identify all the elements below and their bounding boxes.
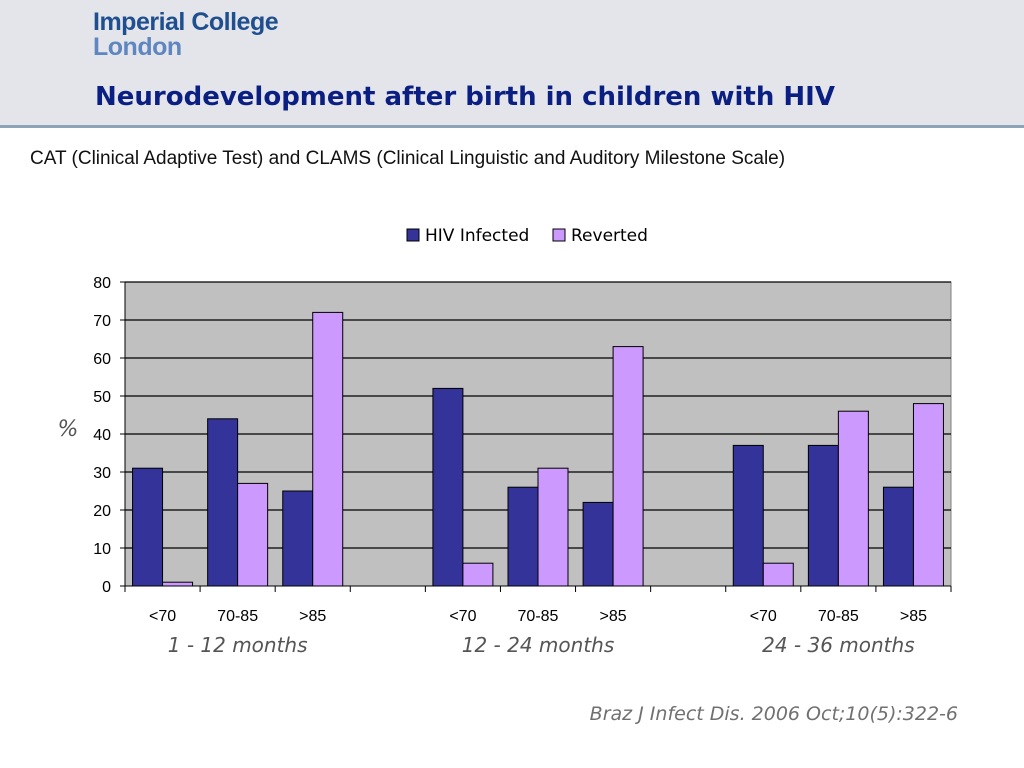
bar-reverted xyxy=(612,346,644,587)
y-tick-label: 0 xyxy=(102,579,111,596)
slide-subtitle: CAT (Clinical Adaptive Test) and CLAMS (… xyxy=(30,148,786,169)
group-label: 1 - 12 months xyxy=(168,633,308,657)
x-tick-label: 70-85 xyxy=(818,608,859,625)
y-tick-label: 60 xyxy=(93,351,111,368)
slide-header: Imperial College London Neurodevelopment… xyxy=(0,0,1024,128)
group-label: 24 - 36 months xyxy=(762,633,915,657)
y-tick-label: 50 xyxy=(93,389,111,406)
bar-hiv-infected xyxy=(282,490,314,587)
x-tick-label: 70-85 xyxy=(217,608,258,625)
x-tick-label: <70 xyxy=(750,608,777,625)
y-tick-label: 10 xyxy=(93,541,111,558)
y-tick-label: 70 xyxy=(93,313,111,330)
x-tick-label: <70 xyxy=(449,608,476,625)
bar-hiv-infected xyxy=(132,467,164,587)
y-tick-label: 30 xyxy=(93,465,111,482)
bar-hiv-infected xyxy=(507,486,539,587)
logo-line-1: Imperial College xyxy=(93,8,279,36)
bar-reverted xyxy=(537,467,569,587)
x-tick-label: >85 xyxy=(299,608,326,625)
bar-hiv-infected xyxy=(432,387,464,587)
citation: Braz J Infect Dis. 2006 Oct;10(5):322-6 xyxy=(589,703,958,725)
bar-reverted xyxy=(312,311,344,587)
y-axis-label: % xyxy=(58,417,79,442)
legend-swatch-hiv-infected xyxy=(406,228,420,242)
bar-reverted xyxy=(462,562,494,587)
slide-title: Neurodevelopment after birth in children… xyxy=(95,82,835,112)
legend-label-reverted: Reverted xyxy=(571,226,648,246)
bar-reverted xyxy=(762,562,794,587)
bar-hiv-infected xyxy=(207,418,239,587)
bar-hiv-infected xyxy=(582,501,614,587)
y-tick-label: 80 xyxy=(93,275,111,292)
bar-reverted xyxy=(912,403,944,587)
institution-logo: Imperial College London xyxy=(93,8,279,61)
legend-swatch-reverted xyxy=(552,228,566,242)
bar-reverted xyxy=(237,482,269,587)
y-tick-label: 40 xyxy=(93,427,111,444)
x-tick-label: <70 xyxy=(149,608,176,625)
bar-chart: 0 10 20 30 40 50 60 70 80% <70 70-85 >85 1 - 12 mont… xyxy=(58,226,952,657)
bar-reverted xyxy=(837,410,869,587)
x-tick-label: >85 xyxy=(900,608,927,625)
x-tick-label: >85 xyxy=(600,608,627,625)
bar-reverted xyxy=(162,581,194,587)
y-tick-label: 20 xyxy=(93,503,111,520)
group-label: 12 - 24 months xyxy=(462,633,615,657)
legend-label-hiv-infected: HIV Infected xyxy=(425,226,529,246)
logo-line-2: London xyxy=(93,33,182,61)
x-tick-label: 70-85 xyxy=(518,608,559,625)
bar-hiv-infected xyxy=(882,486,914,587)
bar-hiv-infected xyxy=(807,444,839,587)
bar-hiv-infected xyxy=(732,444,764,587)
